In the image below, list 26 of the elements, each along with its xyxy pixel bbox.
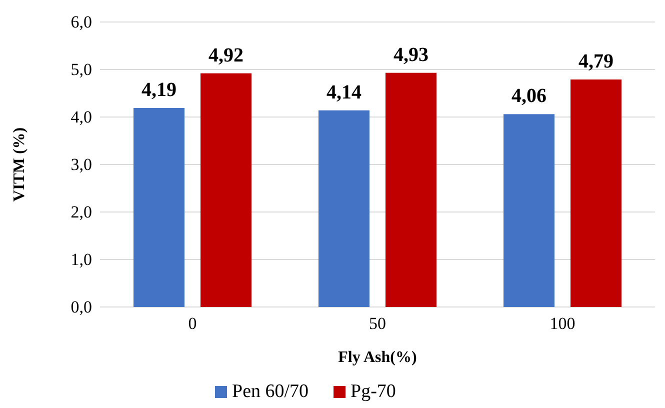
y-tick-label: 3,0 xyxy=(70,154,92,174)
x-tick-label: 50 xyxy=(369,314,386,334)
legend-label: Pg-70 xyxy=(350,381,396,402)
data-label: 4,92 xyxy=(208,44,244,66)
bar xyxy=(504,114,554,307)
bar xyxy=(200,73,252,307)
y-axis-title: VITM (%) xyxy=(11,127,28,202)
data-label: 4,14 xyxy=(326,81,362,104)
data-label: 4,06 xyxy=(512,85,546,108)
y-tick-label: 0,0 xyxy=(70,297,92,316)
legend-label: Pen 60/70 xyxy=(232,381,309,402)
x-tick-label: 0 xyxy=(188,314,197,334)
x-tick-label: 100 xyxy=(550,314,576,334)
data-label: 4,79 xyxy=(578,50,614,72)
bar xyxy=(134,108,184,307)
y-tick-label: 2,0 xyxy=(70,202,92,222)
y-tick-label: 1,0 xyxy=(70,250,92,269)
x-axis-title: Fly Ash(%) xyxy=(338,349,417,366)
bar xyxy=(570,79,622,307)
y-tick-label: 6,0 xyxy=(70,12,92,32)
data-label: 4,93 xyxy=(394,44,428,66)
y-tick-label: 5,0 xyxy=(70,60,92,79)
bar xyxy=(386,72,436,307)
bar xyxy=(318,110,370,307)
data-label: 4,19 xyxy=(142,78,176,101)
y-tick-label: 4,0 xyxy=(70,107,92,126)
